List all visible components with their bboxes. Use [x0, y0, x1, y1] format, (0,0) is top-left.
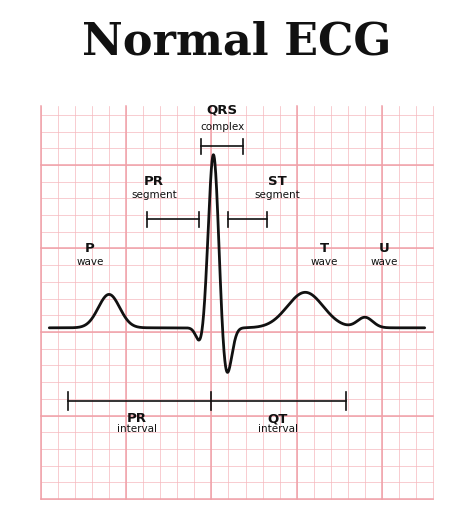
Text: P: P — [85, 242, 95, 255]
Text: complex: complex — [200, 122, 244, 132]
Text: U: U — [379, 242, 390, 255]
Text: QRS: QRS — [207, 104, 237, 117]
Text: QT: QT — [267, 412, 288, 425]
Text: interval: interval — [257, 424, 298, 434]
Text: PR: PR — [144, 175, 164, 188]
Text: T: T — [320, 242, 329, 255]
Text: segment: segment — [131, 191, 177, 200]
Text: segment: segment — [255, 191, 301, 200]
Text: wave: wave — [311, 257, 338, 267]
Text: interval: interval — [117, 424, 157, 434]
Text: wave: wave — [371, 257, 398, 267]
Text: ST: ST — [268, 175, 287, 188]
Text: Normal ECG: Normal ECG — [82, 21, 392, 64]
Text: wave: wave — [76, 257, 103, 267]
Text: PR: PR — [127, 412, 147, 425]
